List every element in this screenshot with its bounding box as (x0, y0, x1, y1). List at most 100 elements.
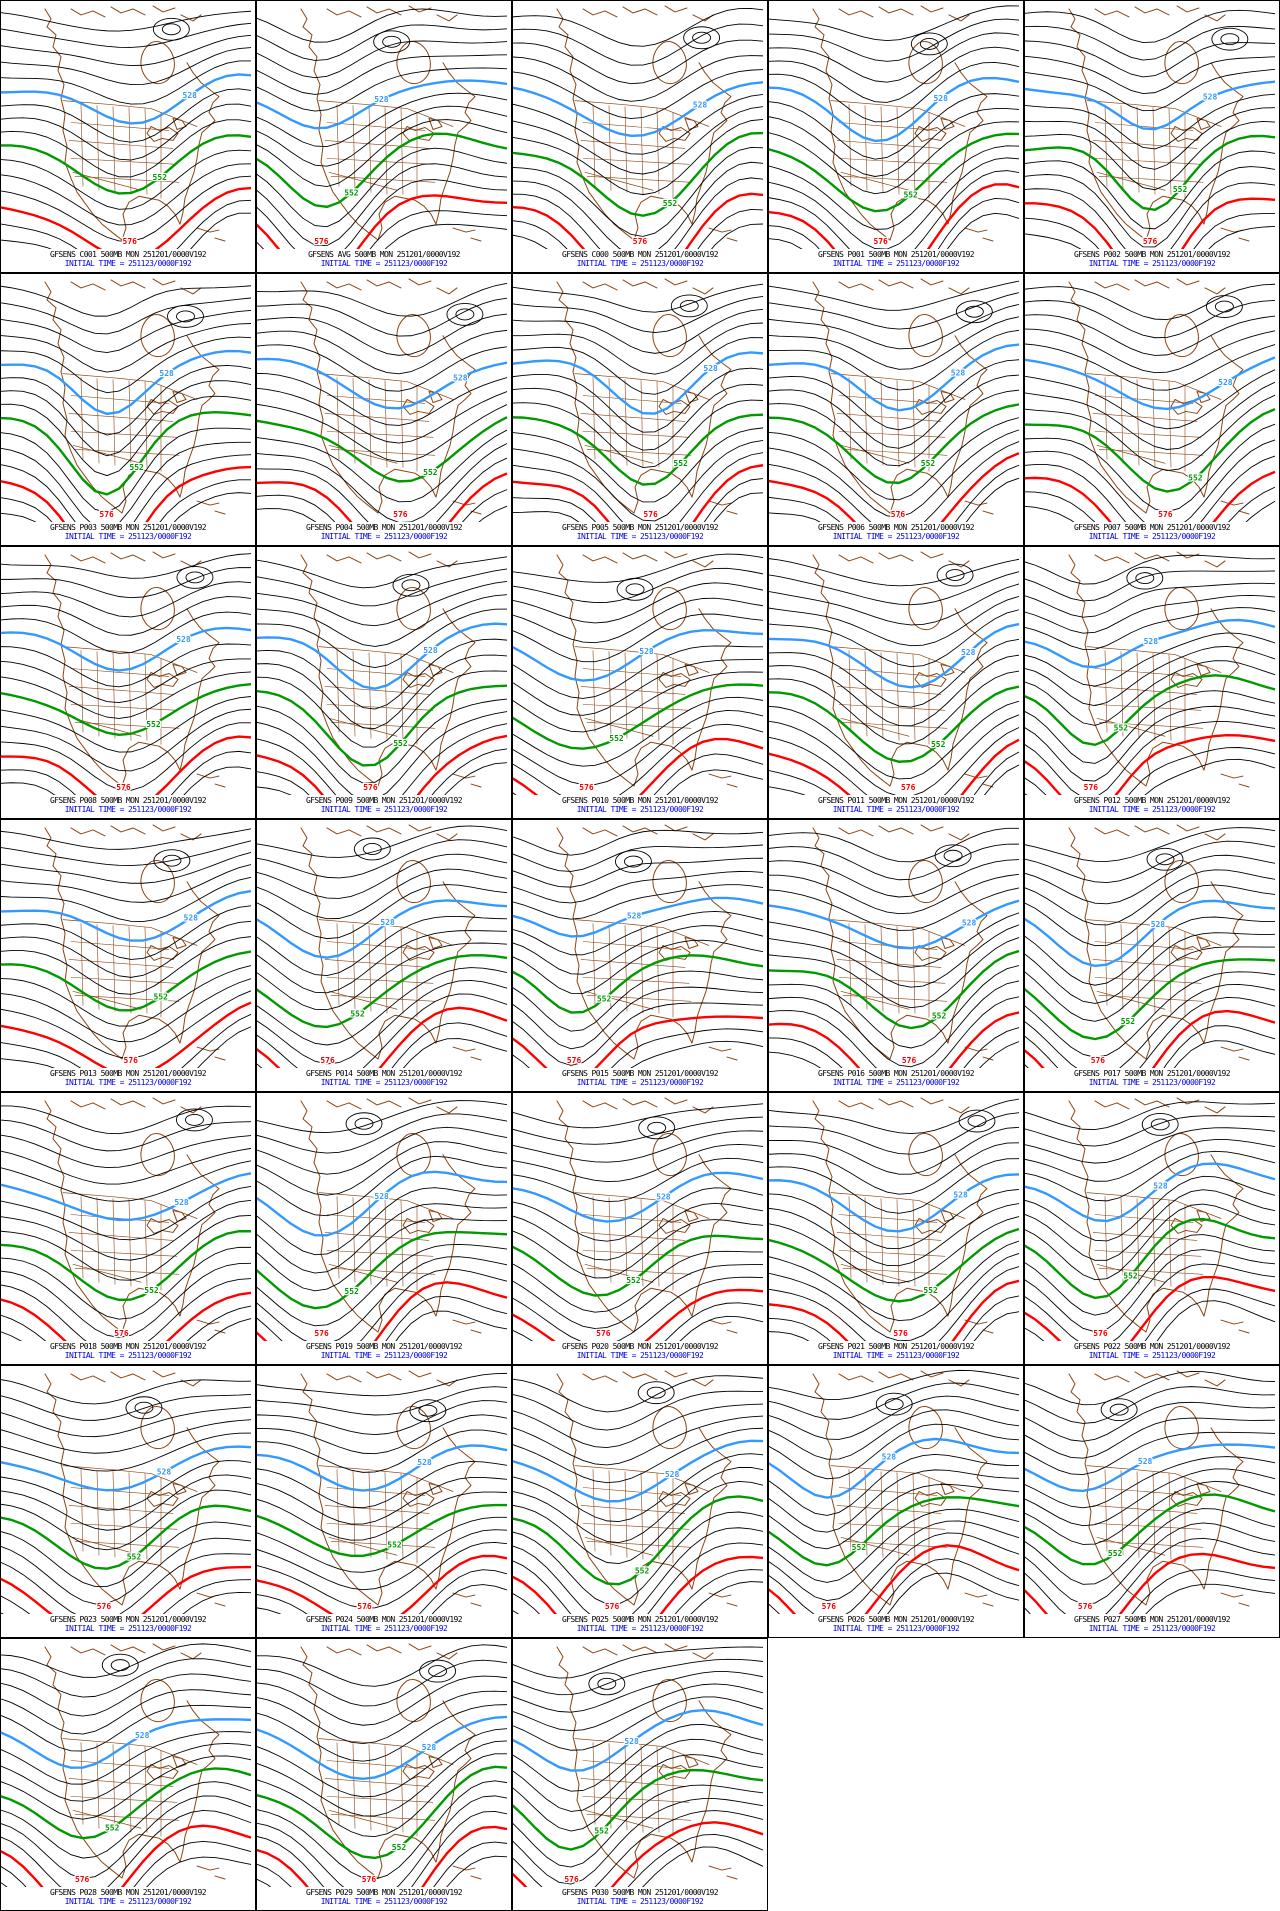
contour-label-552: 552 (932, 1012, 947, 1021)
panel-initial-time: INITIAL TIME = 251123/0000F192 (576, 1078, 704, 1087)
contour-label-552: 552 (144, 1286, 159, 1295)
forecast-map-500mb: 528 552 576 (1025, 5, 1276, 249)
panel-title: GFSENS P004 500MB MON 251201/0000V192 (305, 523, 463, 532)
contour-label-552: 552 (350, 1009, 365, 1018)
ensemble-panel-p030: 528 552 576 GFSENS P030 500MB MON 251201/0… (512, 1638, 768, 1911)
panel-caption: GFSENS P019 500MB MON 251201/0000V192 IN… (257, 1341, 511, 1364)
contour-label-528: 528 (951, 369, 966, 378)
contour-label-528: 528 (703, 364, 718, 373)
contour-label-576: 576 (363, 783, 378, 792)
panel-title: GFSENS P016 500MB MON 251201/0000V192 (817, 1069, 975, 1078)
contour-label-552: 552 (146, 720, 161, 729)
ensemble-panel-p023: 528 552 576 GFSENS P023 500MB MON 251201/0… (0, 1365, 256, 1638)
contour-label-576: 576 (314, 237, 329, 246)
contour-label-576: 576 (357, 1602, 372, 1611)
forecast-map-500mb: 528 552 576 (513, 1643, 764, 1887)
contour-label-552: 552 (1123, 1271, 1138, 1280)
ensemble-panel-p028: 528 552 576 GFSENS P028 500MB MON 251201/0… (0, 1638, 256, 1911)
contour-label-576: 576 (579, 783, 594, 792)
contour-label-576: 576 (75, 1875, 90, 1884)
panel-initial-time: INITIAL TIME = 251123/0000F192 (320, 1624, 448, 1633)
panel-initial-time: INITIAL TIME = 251123/0000F192 (320, 259, 448, 268)
panel-caption: GFSENS P020 500MB MON 251201/0000V192 IN… (513, 1341, 767, 1364)
contour-label-576: 576 (567, 1056, 582, 1065)
forecast-map-500mb: 528 552 576 (769, 278, 1020, 522)
contour-label-576: 576 (822, 1602, 837, 1611)
forecast-map-500mb: 528 552 576 (513, 5, 764, 249)
contour-label-528: 528 (624, 1737, 639, 1746)
forecast-map-500mb: 528 552 576 (257, 278, 508, 522)
forecast-map-500mb: 528 552 576 (1025, 278, 1276, 522)
panel-caption: GFSENS P002 500MB MON 251201/0000V192 IN… (1025, 249, 1279, 272)
panel-caption: GFSENS P021 500MB MON 251201/0000V192 IN… (769, 1341, 1023, 1364)
contour-label-528: 528 (1203, 93, 1218, 102)
ensemble-panel-c000: 528 552 576 GFSENS C000 500MB MON 251201/0… (512, 0, 768, 273)
panel-caption: GFSENS P008 500MB MON 251201/0000V192 IN… (1, 795, 255, 818)
panel-caption: GFSENS P014 500MB MON 251201/0000V192 IN… (257, 1068, 511, 1091)
contour-label-576: 576 (1078, 1602, 1093, 1611)
contour-label-552: 552 (344, 188, 359, 197)
panel-title: GFSENS P028 500MB MON 251201/0000V192 (49, 1888, 207, 1897)
panel-initial-time: INITIAL TIME = 251123/0000F192 (576, 1624, 704, 1633)
panel-caption: GFSENS P028 500MB MON 251201/0000V192 IN… (1, 1887, 255, 1910)
panel-caption: GFSENS P026 500MB MON 251201/0000V192 IN… (769, 1614, 1023, 1637)
panel-initial-time: INITIAL TIME = 251123/0000F192 (1088, 1078, 1216, 1087)
contour-label-528: 528 (953, 1191, 968, 1200)
ensemble-panel-p011: 528 552 576 GFSENS P011 500MB MON 251201/0… (768, 546, 1024, 819)
contour-label-528: 528 (627, 912, 642, 921)
panel-initial-time: INITIAL TIME = 251123/0000F192 (320, 805, 448, 814)
panel-caption: GFSENS P027 500MB MON 251201/0000V192 IN… (1025, 1614, 1279, 1637)
ensemble-panel-p017: 528 552 576 GFSENS P017 500MB MON 251201/0… (1024, 819, 1280, 1092)
contour-label-552: 552 (393, 739, 408, 748)
ensemble-panel-p029: 528 552 576 GFSENS P029 500MB MON 251201/0… (256, 1638, 512, 1911)
ensemble-panel-p007: 528 552 576 GFSENS P007 500MB MON 251201/0… (1024, 273, 1280, 546)
contour-label-528: 528 (423, 646, 438, 655)
panel-caption: GFSENS P009 500MB MON 251201/0000V192 IN… (257, 795, 511, 818)
ensemble-panel-p012: 528 552 576 GFSENS P012 500MB MON 251201/0… (1024, 546, 1280, 819)
contour-label-576: 576 (891, 510, 906, 519)
panel-initial-time: INITIAL TIME = 251123/0000F192 (576, 259, 704, 268)
contour-label-552: 552 (153, 173, 168, 182)
forecast-map-500mb: 528 552 576 (257, 1097, 508, 1341)
panel-title: GFSENS P023 500MB MON 251201/0000V192 (49, 1615, 207, 1624)
panel-caption: GFSENS P024 500MB MON 251201/0000V192 IN… (257, 1614, 511, 1637)
forecast-map-500mb: 528 552 576 (1, 1643, 252, 1887)
panel-initial-time: INITIAL TIME = 251123/0000F192 (64, 1078, 192, 1087)
contour-label-552: 552 (1188, 474, 1203, 483)
panel-initial-time: INITIAL TIME = 251123/0000F192 (64, 1897, 192, 1906)
panel-initial-time: INITIAL TIME = 251123/0000F192 (320, 532, 448, 541)
panel-title: GFSENS P024 500MB MON 251201/0000V192 (305, 1615, 463, 1624)
contour-label-552: 552 (609, 734, 624, 743)
panel-caption: GFSENS P007 500MB MON 251201/0000V192 IN… (1025, 522, 1279, 545)
panel-initial-time: INITIAL TIME = 251123/0000F192 (576, 805, 704, 814)
forecast-map-500mb: 528 552 576 (1, 5, 252, 249)
contour-label-528: 528 (453, 373, 468, 382)
contour-label-552: 552 (597, 995, 612, 1004)
contour-label-552: 552 (387, 1541, 402, 1550)
ensemble-panel-p003: 528 552 576 GFSENS P003 500MB MON 251201/0… (0, 273, 256, 546)
panel-title: GFSENS P026 500MB MON 251201/0000V192 (817, 1615, 975, 1624)
forecast-map-500mb: 528 552 576 (1, 824, 252, 1068)
panel-title: GFSENS P029 500MB MON 251201/0000V192 (305, 1888, 463, 1897)
panel-initial-time: INITIAL TIME = 251123/0000F192 (576, 1897, 704, 1906)
panel-caption: GFSENS P025 500MB MON 251201/0000V192 IN… (513, 1614, 767, 1637)
panel-caption: GFSENS P011 500MB MON 251201/0000V192 IN… (769, 795, 1023, 818)
contour-label-576: 576 (901, 783, 916, 792)
ensemble-panel-p010: 528 552 576 GFSENS P010 500MB MON 251201/0… (512, 546, 768, 819)
panel-title: GFSENS P019 500MB MON 251201/0000V192 (305, 1342, 463, 1351)
contour-label-528: 528 (176, 635, 191, 644)
panel-initial-time: INITIAL TIME = 251123/0000F192 (64, 1624, 192, 1633)
panel-initial-time: INITIAL TIME = 251123/0000F192 (64, 259, 192, 268)
panel-title: GFSENS P030 500MB MON 251201/0000V192 (561, 1888, 719, 1897)
contour-label-576: 576 (124, 1056, 139, 1065)
contour-label-552: 552 (626, 1276, 641, 1285)
panel-title: GFSENS P017 500MB MON 251201/0000V192 (1073, 1069, 1231, 1078)
panel-title: GFSENS P027 500MB MON 251201/0000V192 (1073, 1615, 1231, 1624)
ensemble-panel-p008: 528 552 576 GFSENS P008 500MB MON 251201/0… (0, 546, 256, 819)
panel-title: GFSENS P013 500MB MON 251201/0000V192 (49, 1069, 207, 1078)
panel-caption: GFSENS C001 500MB MON 251201/0000V192 IN… (1, 249, 255, 272)
ensemble-panel-p006: 528 552 576 GFSENS P006 500MB MON 251201/0… (768, 273, 1024, 546)
forecast-map-500mb: 528 552 576 (513, 551, 764, 795)
contour-label-576: 576 (1143, 237, 1158, 246)
panel-title: GFSENS P012 500MB MON 251201/0000V192 (1073, 796, 1231, 805)
